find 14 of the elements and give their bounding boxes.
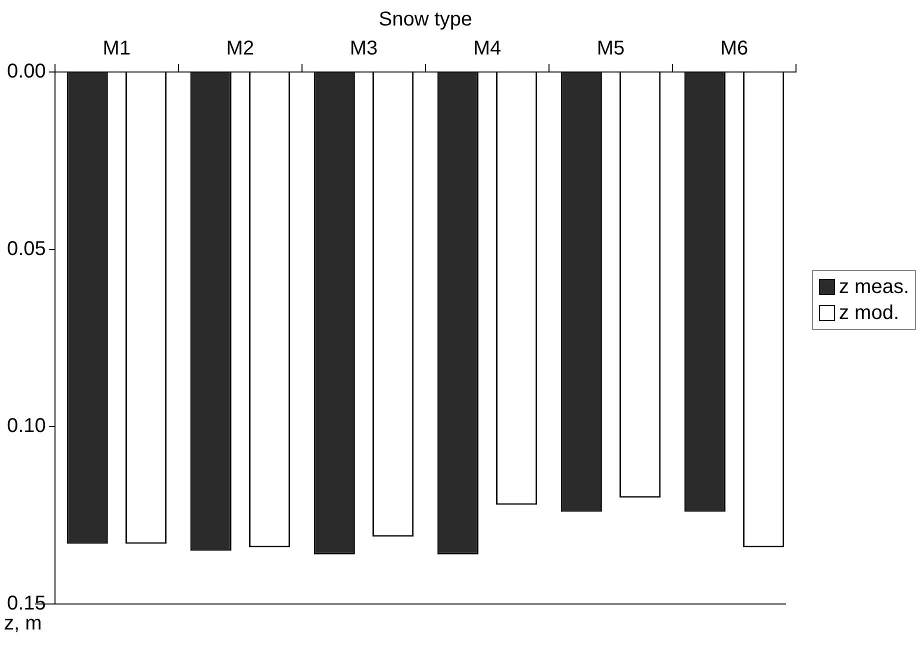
- x-tick-label: M4: [473, 38, 502, 60]
- text: z mod.: [839, 301, 900, 326]
- x-tick-label: M3: [350, 38, 378, 60]
- x-tick-label: M1: [102, 38, 131, 60]
- y-tick-label: 0.00: [6, 60, 46, 83]
- y-axis-title: z, m: [4, 612, 42, 635]
- x-axis-title: Snow type: [378, 8, 472, 31]
- x-tick-label: M5: [596, 38, 625, 60]
- y-tick-label: 0.05: [6, 238, 46, 260]
- x-tick-label: M2: [226, 38, 254, 60]
- y-tick-label: 0.10: [6, 415, 46, 438]
- legend-label: z meas.: [839, 275, 910, 300]
- x-tick-label: M6: [720, 38, 748, 60]
- y-tick-label: 0.15: [6, 592, 46, 615]
